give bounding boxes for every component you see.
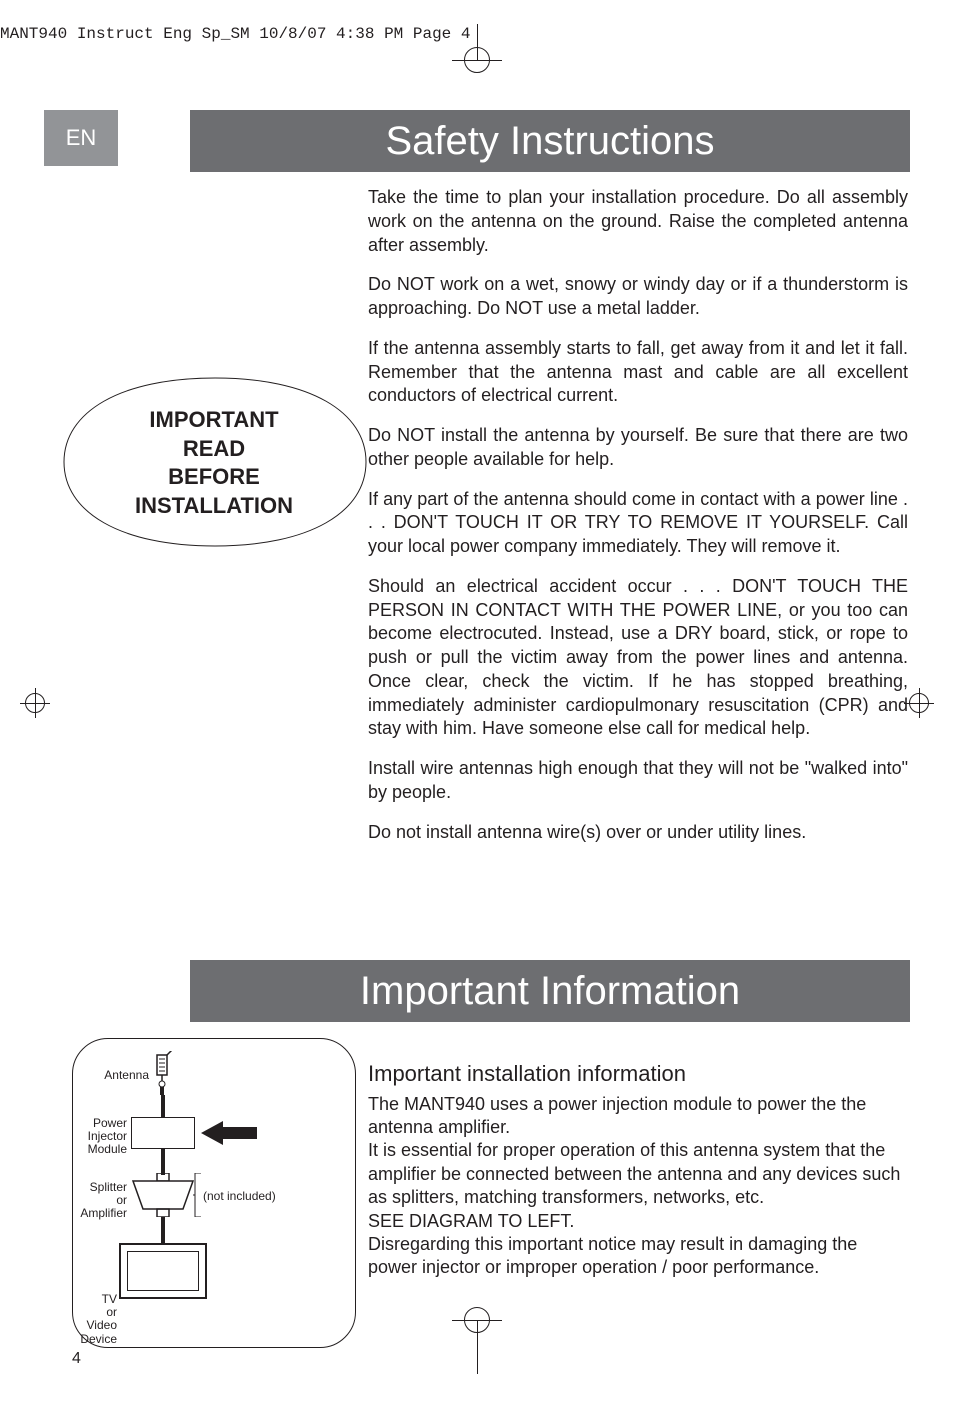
- diagram-box-splitter: [131, 1173, 195, 1217]
- page-number: 4: [72, 1350, 81, 1368]
- para: Do NOT work on a wet, snowy or windy day…: [368, 273, 908, 321]
- callout-line: BEFORE: [78, 463, 350, 492]
- para: Should an electrical accident occur . . …: [368, 575, 908, 741]
- para: Take the time to plan your installation …: [368, 186, 908, 257]
- diagram-label-tv: TV or Video Device: [67, 1293, 117, 1346]
- arrow-icon: [201, 1119, 257, 1147]
- antenna-icon: [155, 1051, 181, 1095]
- info-heading: Important Information: [190, 960, 910, 1022]
- info-line: SEE DIAGRAM TO LEFT.: [368, 1210, 908, 1233]
- crop-mark-bottom: [452, 1320, 502, 1356]
- para: Do not install antenna wire(s) over or u…: [368, 821, 908, 845]
- para: If any part of the antenna should come i…: [368, 488, 908, 559]
- para: If the antenna assembly starts to fall, …: [368, 337, 908, 408]
- info-body: Important installation information The M…: [368, 1060, 908, 1280]
- callout-line: INSTALLATION: [78, 492, 350, 521]
- diagram-box-tv: [119, 1243, 207, 1299]
- bracket-icon: [193, 1173, 203, 1217]
- callout-text: IMPORTANT READ BEFORE INSTALLATION: [78, 406, 350, 520]
- crop-mark-left: [20, 688, 50, 718]
- diagram-label-pim: Power Injector Module: [73, 1117, 127, 1157]
- info-line: The MANT940 uses a power injection modul…: [368, 1093, 908, 1140]
- connector: [161, 1095, 165, 1117]
- diagram-box-pim: [131, 1117, 195, 1149]
- connector: [161, 1149, 165, 1175]
- safety-heading: Safety Instructions: [190, 110, 910, 172]
- info-line: Disregarding this important notice may r…: [368, 1233, 908, 1280]
- para: Install wire antennas high enough that t…: [368, 757, 908, 805]
- diagram-label-antenna: Antenna: [93, 1069, 149, 1082]
- crop-mark-right: [904, 688, 934, 718]
- info-line: It is essential for proper operation of …: [368, 1139, 908, 1209]
- safety-body: Take the time to plan your installation …: [368, 186, 908, 860]
- connector: [161, 1217, 165, 1243]
- diagram-label-notincluded: (not included): [203, 1189, 276, 1203]
- diagram-label-splitter: Splitter or Amplifier: [73, 1181, 127, 1221]
- crop-mark-top: [452, 42, 502, 78]
- callout-line: READ: [78, 435, 350, 464]
- wiring-diagram: Antenna Power Injector Module: [72, 1038, 356, 1348]
- para: Do NOT install the antenna by yourself. …: [368, 424, 908, 472]
- info-subtitle: Important installation information: [368, 1060, 908, 1089]
- language-tab: EN: [44, 110, 118, 166]
- callout-line: IMPORTANT: [78, 406, 350, 435]
